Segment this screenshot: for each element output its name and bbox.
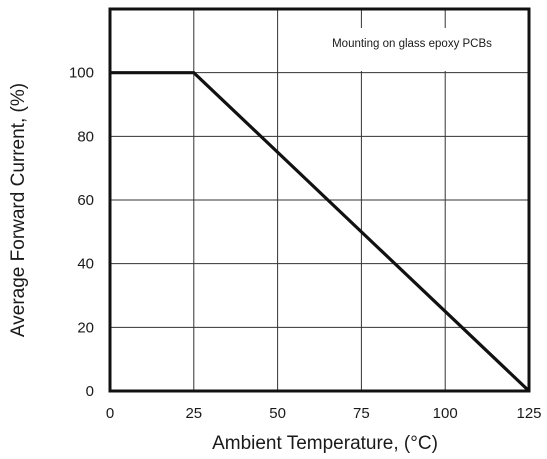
- plot-frame: [108, 7, 531, 393]
- series-layer: [110, 71, 531, 393]
- x-tick-label-125: 125: [516, 405, 541, 422]
- x-axis-title: Ambient Temperature, (°C): [212, 433, 438, 454]
- series-line-0: [110, 71, 531, 393]
- x-tick-label-25: 25: [185, 405, 202, 422]
- y-axis-title: Average Forward Current, (%): [8, 83, 29, 337]
- x-tick-label-0: 0: [106, 405, 114, 422]
- y-tick-label-80: 80: [77, 128, 94, 145]
- x-tick-label-75: 75: [353, 405, 370, 422]
- y-tick-labels: 0 20 40 60 80 100: [69, 65, 94, 400]
- y-tick-label-100: 100: [69, 65, 94, 82]
- y-tick-label-0: 0: [86, 383, 94, 400]
- y-tick-label-20: 20: [77, 319, 94, 336]
- annotation-text: Mounting on glass epoxy PCBs: [332, 38, 492, 50]
- x-tick-labels: 0 25 50 75 100 125: [106, 405, 542, 422]
- x-tick-label-100: 100: [433, 405, 458, 422]
- y-tick-label-40: 40: [77, 256, 94, 273]
- annotation-box: [300, 28, 524, 71]
- grid-lines: [110, 9, 529, 391]
- y-tick-label-60: 60: [77, 192, 94, 209]
- x-tick-label-50: 50: [269, 405, 286, 422]
